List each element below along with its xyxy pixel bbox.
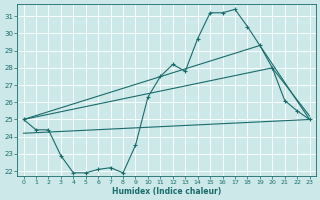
X-axis label: Humidex (Indice chaleur): Humidex (Indice chaleur) xyxy=(112,187,221,196)
